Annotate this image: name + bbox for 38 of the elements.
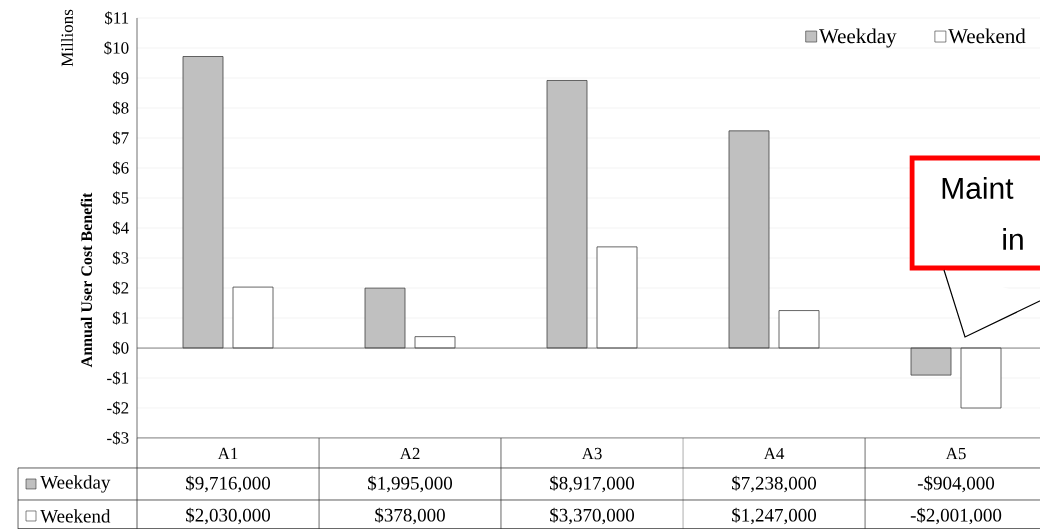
text: $3,370,000 <box>550 507 635 525</box>
x-tick-label: A1 <box>217 447 238 460</box>
y-tick-label: $6 <box>112 161 129 175</box>
y-tick-label: -$2 <box>107 401 129 415</box>
y-tick-label: $11 <box>105 11 129 25</box>
y-tick-label: $3 <box>112 251 129 265</box>
y-tick-label: $10 <box>104 41 129 55</box>
text: -$904,000 <box>917 475 995 493</box>
y-tick-label: $1 <box>112 311 129 325</box>
x-tick-label: A5 <box>945 447 966 460</box>
text: $1,247,000 <box>732 507 817 525</box>
text: $9,716,000 <box>186 475 271 493</box>
text: Millions <box>61 9 73 67</box>
y-tick-label: $9 <box>112 71 129 85</box>
y-tick-label: -$1 <box>107 371 129 385</box>
y-tick-label: -$3 <box>107 431 129 445</box>
legend-label: Weekend <box>948 28 1026 44</box>
y-axis-title: Annual User Cost Benefit <box>80 192 93 368</box>
x-tick-label: A3 <box>581 447 602 460</box>
annotation: Maint <box>942 176 1014 200</box>
text: Weekday <box>40 475 111 493</box>
text: $1,995,000 <box>368 475 453 493</box>
text: $7,238,000 <box>732 475 817 493</box>
annotation: in <box>1003 228 1023 250</box>
y-tick-label: $0 <box>112 341 129 355</box>
y-tick-label: $2 <box>112 281 129 295</box>
y-tick-label: $4 <box>112 221 129 235</box>
y-tick-label: $7 <box>112 131 129 145</box>
y-tick-label: $8 <box>112 101 129 115</box>
text: $2,030,000 <box>186 507 271 525</box>
text: Weekend <box>40 509 111 523</box>
text: $8,917,000 <box>550 475 635 493</box>
x-tick-label: A4 <box>763 447 785 460</box>
text: -$2,001,000 <box>910 507 1002 525</box>
y-tick-label: $5 <box>112 191 129 205</box>
legend-label: Weekday <box>819 28 897 48</box>
x-tick-label: A2 <box>399 447 420 460</box>
text: $378,000 <box>375 507 445 525</box>
